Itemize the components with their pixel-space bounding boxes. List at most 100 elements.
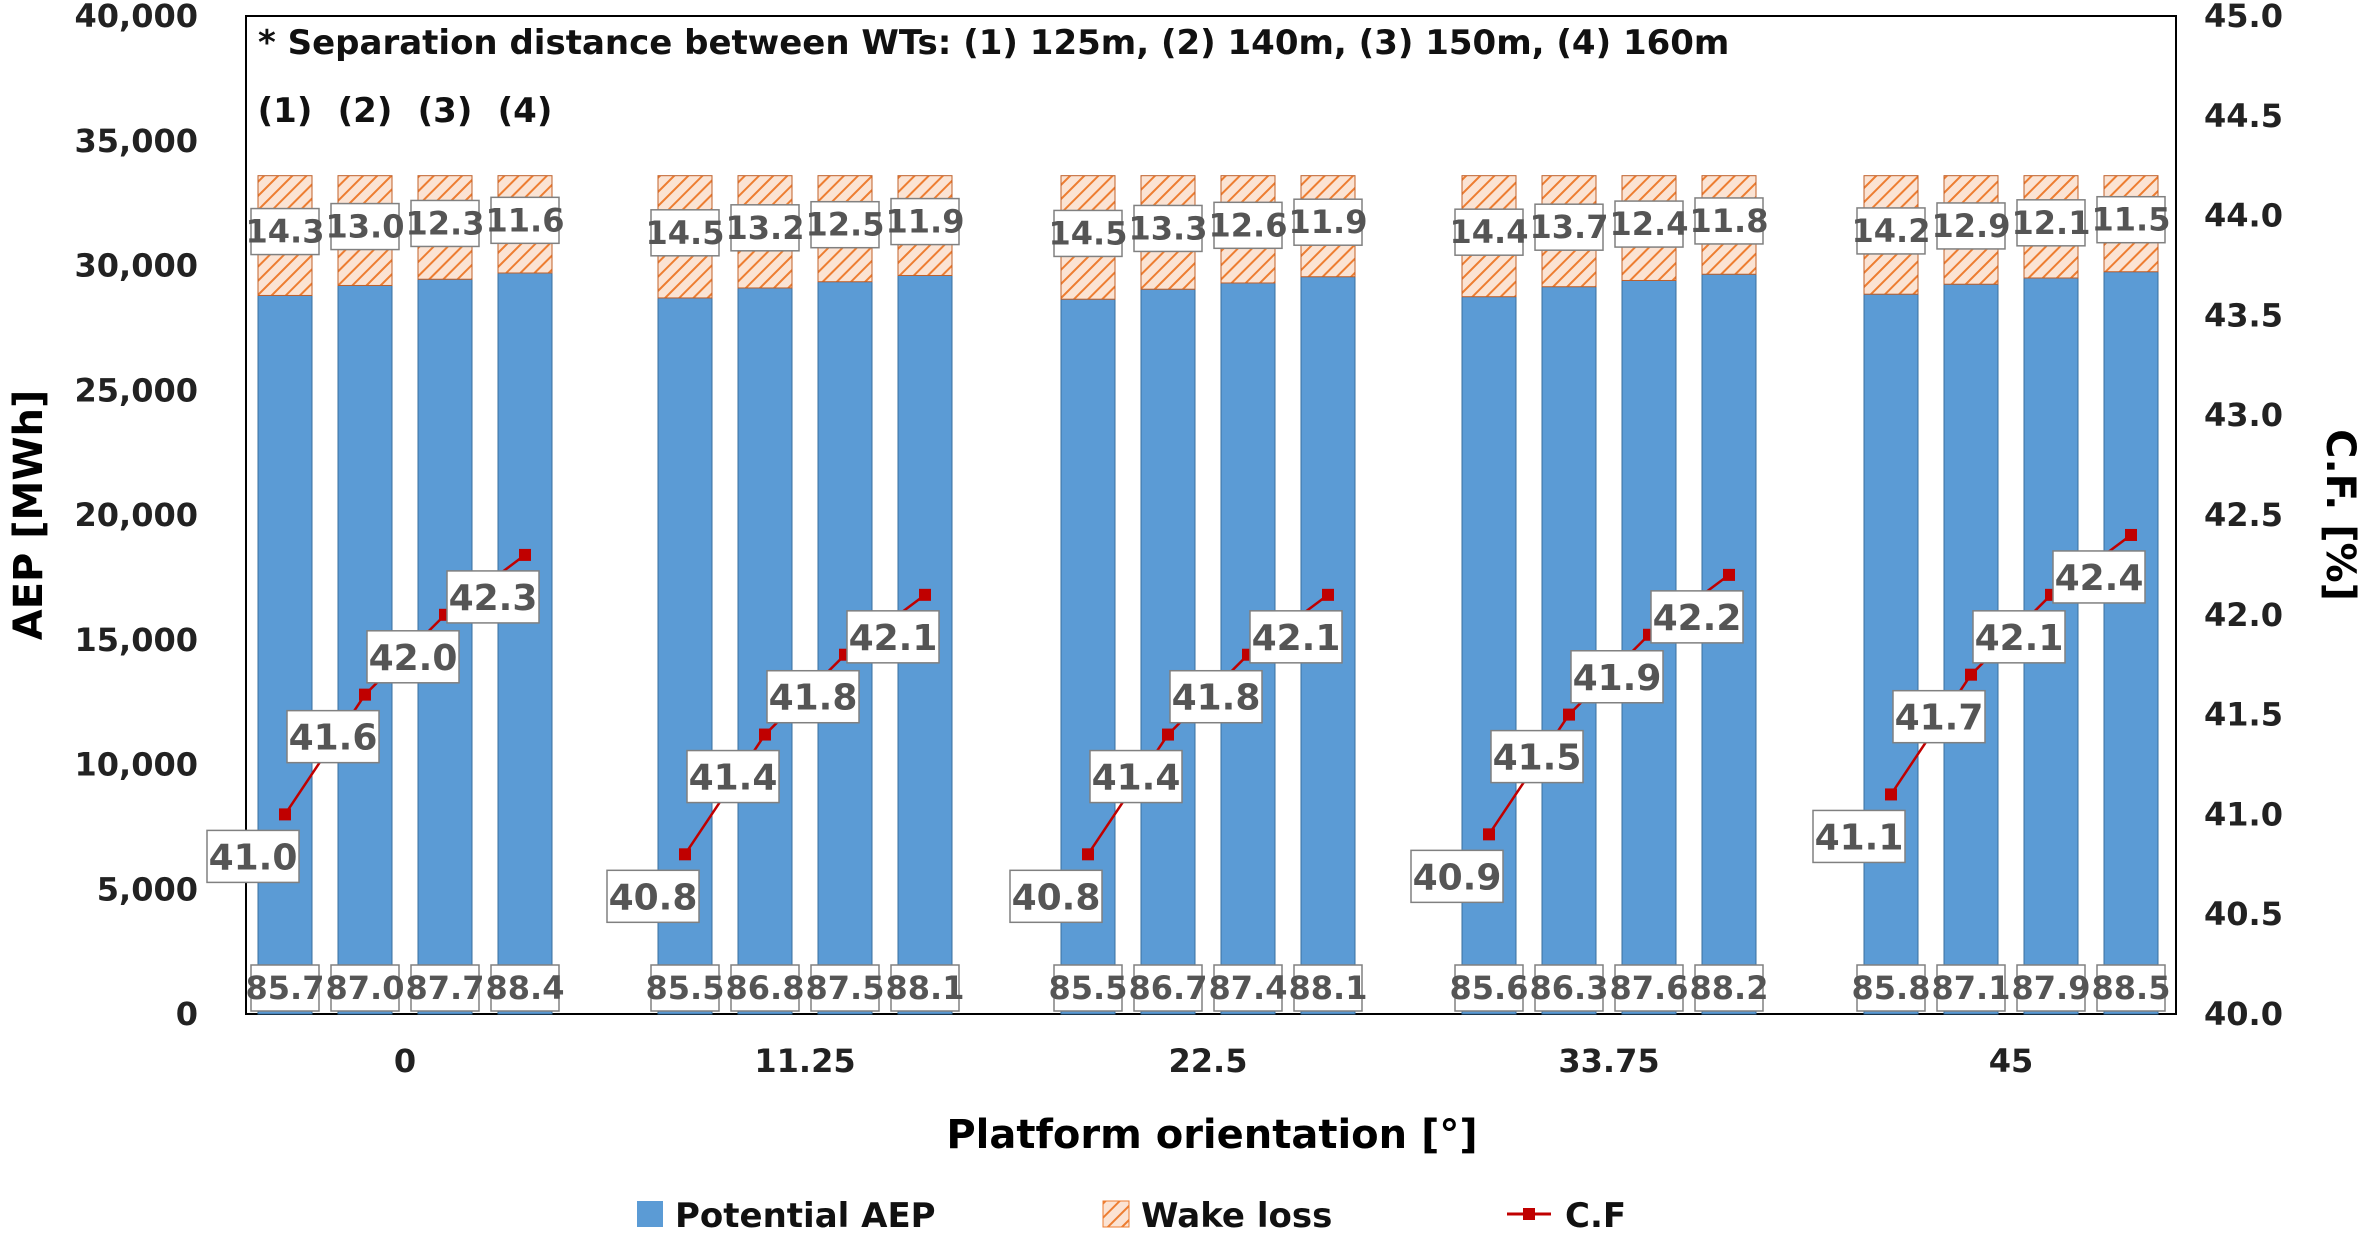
data-label-wake-loss-box [1454, 208, 1524, 256]
data-label-potential-aep: 87.9 [2012, 969, 2091, 1007]
data-label-wake-loss-box [1856, 207, 1926, 255]
y-tick-label-left: 5,000 [97, 870, 198, 908]
y-tick-label-right: 42.0 [2204, 596, 2283, 634]
data-label-potential-aep-box [1534, 964, 1604, 1012]
data-label-cf-box [446, 570, 540, 624]
data-label-potential-aep-box [650, 964, 720, 1012]
legend-swatch-potential-aep [637, 1201, 663, 1227]
y-axis-title-left: AEP [MWh] [6, 390, 52, 641]
data-label-wake-loss: 11.6 [486, 201, 565, 239]
data-label-wake-loss-box [2016, 199, 2086, 247]
cf-marker [279, 808, 291, 821]
cf-marker [1162, 728, 1174, 741]
data-label-potential-aep: 85.7 [246, 969, 325, 1007]
bar-group-label: (1) [258, 91, 313, 131]
data-label-potential-aep-box [1053, 964, 1123, 1012]
y-tick-label-left: 30,000 [75, 247, 198, 285]
data-label-wake-loss: 12.1 [2012, 204, 2091, 242]
data-label-wake-loss-box [1213, 201, 1283, 250]
data-label-wake-loss: 13.2 [726, 209, 805, 247]
data-label-cf-box [1892, 689, 1986, 744]
data-label-cf-box [1089, 749, 1183, 804]
data-label-cf: 40.8 [1012, 877, 1101, 918]
legend-label-cf: C.F [1565, 1196, 1626, 1233]
cf-marker [1082, 848, 1094, 861]
y-tick-label-left: 20,000 [75, 496, 198, 534]
cf-marker [1483, 828, 1495, 841]
bar-potential-aep [1621, 279, 1677, 1015]
cf-marker [679, 848, 691, 861]
cf-marker [1563, 708, 1575, 721]
data-label-cf-box [286, 709, 380, 764]
y-tick-label-right: 41.5 [2204, 696, 2283, 734]
data-label-wake-loss-box [330, 202, 400, 251]
data-label-potential-aep-box [1694, 964, 1764, 1012]
data-label-wake-loss: 12.5 [806, 206, 885, 244]
data-label-cf: 41.1 [1815, 817, 1904, 858]
data-label-cf: 42.2 [1653, 598, 1742, 639]
y-tick-label-right: 44.0 [2204, 197, 2283, 235]
legend-label-potential-aep: Potential AEP [675, 1196, 936, 1233]
data-label-potential-aep: 87.0 [326, 969, 405, 1007]
cf-marker [1322, 588, 1334, 601]
y-tick-label-left: 40,000 [75, 0, 198, 35]
data-label-potential-aep: 86.7 [1129, 969, 1208, 1007]
data-label-cf-box [686, 749, 780, 804]
x-tick-label: 45 [1989, 1042, 2034, 1080]
data-label-cf: 41.8 [769, 678, 858, 719]
y-tick-label-left: 25,000 [75, 371, 198, 409]
data-label-potential-aep-box [1614, 964, 1684, 1012]
data-label-potential-aep-box [330, 964, 400, 1012]
data-label-wake-loss-box [1133, 204, 1203, 253]
data-label-cf-box [846, 610, 940, 664]
data-label-potential-aep-box [1936, 964, 2006, 1012]
data-label-cf-box [1249, 610, 1343, 664]
data-label-cf-box [1410, 849, 1504, 904]
data-label-potential-aep: 88.1 [1289, 969, 1368, 1007]
data-label-wake-loss-box [1053, 209, 1123, 258]
y-axis-title-right: C.F. [%] [2317, 429, 2362, 601]
data-label-wake-loss: 12.6 [1209, 206, 1288, 244]
y-tick-label-right: 43.0 [2204, 396, 2283, 434]
cf-marker [919, 588, 931, 601]
bar-potential-aep [257, 294, 313, 1015]
data-label-potential-aep: 87.4 [1209, 969, 1288, 1007]
data-label-potential-aep: 87.7 [406, 969, 485, 1007]
data-label-cf: 41.4 [689, 758, 778, 799]
bar-potential-aep [737, 287, 793, 1015]
data-label-cf: 41.8 [1172, 678, 1261, 719]
data-label-cf: 41.9 [1573, 658, 1662, 699]
data-label-wake-loss: 14.5 [1049, 214, 1128, 252]
data-label-cf-box [1169, 669, 1263, 724]
data-label-cf-box [766, 669, 860, 724]
y-tick-label-left: 10,000 [75, 746, 198, 784]
data-label-wake-loss-box [1293, 198, 1363, 246]
bar-potential-aep [1140, 288, 1196, 1015]
data-label-wake-loss-box [650, 209, 720, 257]
data-label-wake-loss: 11.5 [2092, 201, 2171, 239]
legend-marker-cf [1523, 1208, 1535, 1220]
data-label-cf-box [1972, 610, 2066, 664]
data-label-wake-loss: 14.2 [1852, 212, 1931, 250]
legend-label-wake-loss: Wake loss [1141, 1196, 1332, 1233]
data-label-wake-loss: 14.5 [646, 214, 725, 252]
data-label-wake-loss-box [490, 196, 560, 245]
data-label-potential-aep: 87.1 [1932, 969, 2011, 1007]
data-label-potential-aep-box [730, 964, 800, 1012]
legend-swatch-wake-loss [1102, 1200, 1130, 1228]
data-label-cf-box [1009, 869, 1103, 924]
data-label-potential-aep: 86.8 [726, 969, 805, 1007]
data-label-potential-aep-box [1856, 964, 1926, 1012]
x-tick-label: 0 [394, 1042, 416, 1080]
data-label-wake-loss: 14.3 [246, 213, 325, 251]
data-label-potential-aep-box [1213, 964, 1283, 1012]
data-label-cf-box [1570, 650, 1664, 704]
legend: Potential AEP Wake loss C.F [637, 1196, 1626, 1233]
cf-marker [2125, 528, 2137, 541]
y-tick-label-left: 0 [176, 995, 198, 1033]
data-label-potential-aep: 85.5 [646, 969, 725, 1007]
data-label-cf: 40.8 [609, 877, 698, 918]
data-label-cf: 42.0 [369, 638, 458, 679]
data-label-cf: 41.4 [1092, 758, 1181, 799]
y-tick-label-left: 35,000 [75, 122, 198, 160]
